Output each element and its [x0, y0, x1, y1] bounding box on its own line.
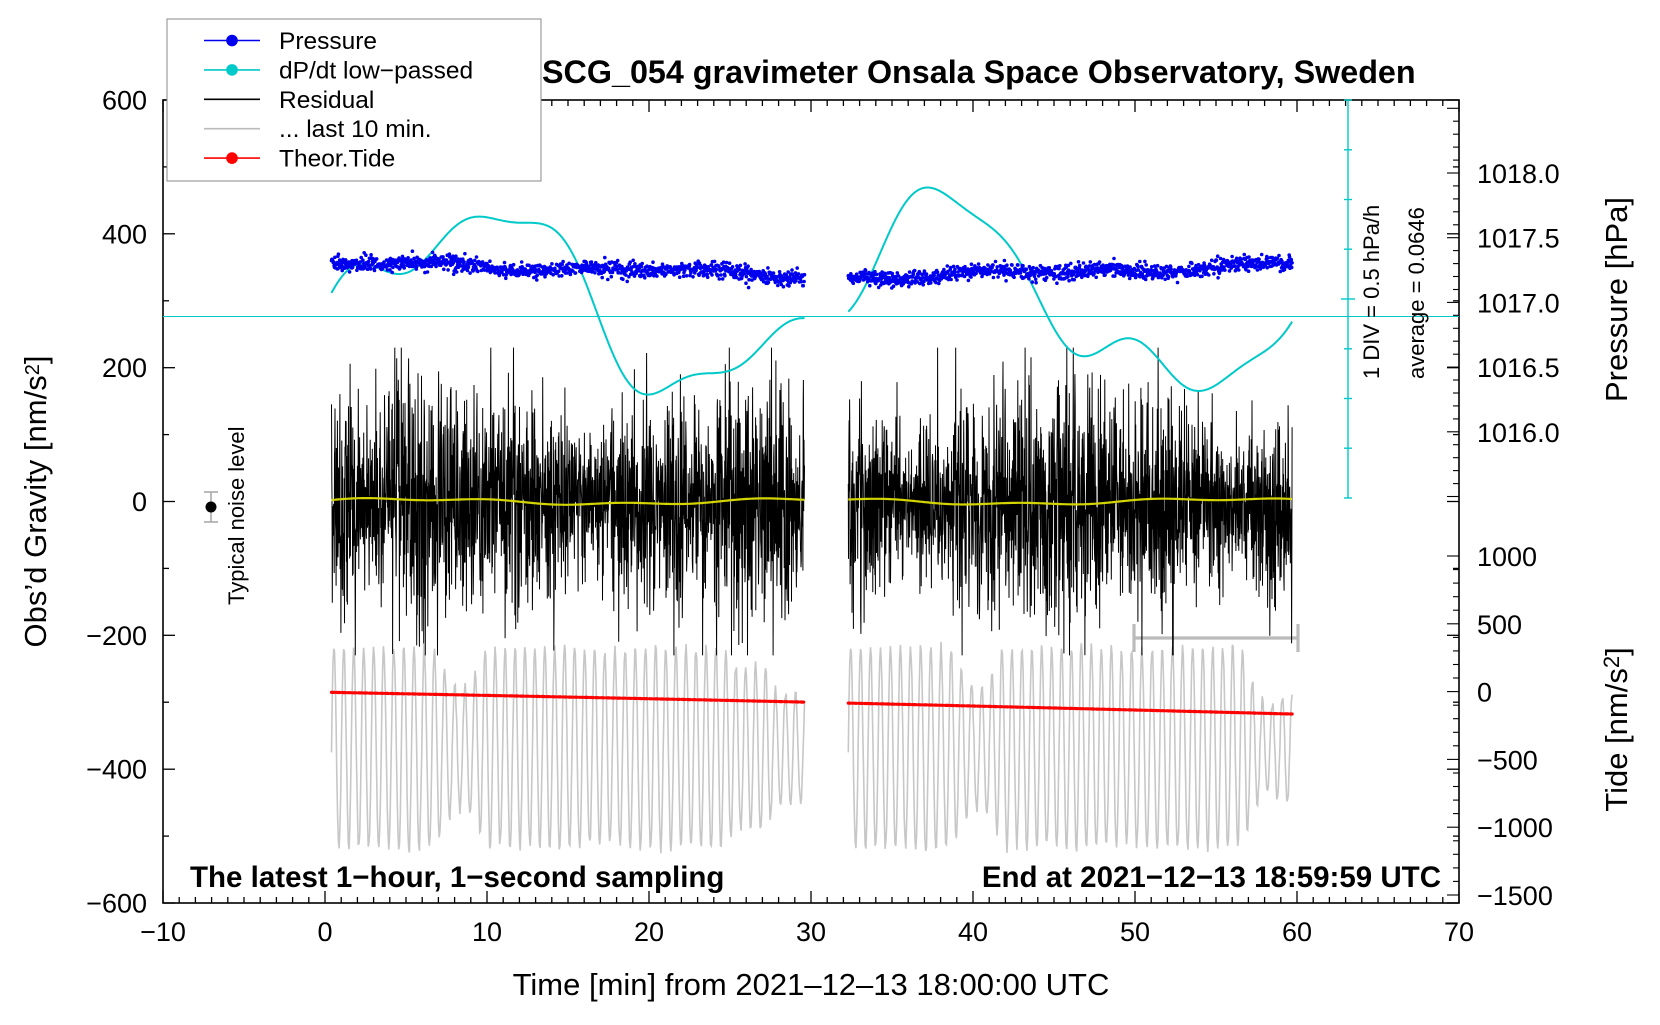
svg-text:−200: −200: [86, 621, 147, 651]
svg-text:60: 60: [1282, 917, 1312, 947]
svg-text:10: 10: [472, 917, 502, 947]
svg-text:20: 20: [634, 917, 664, 947]
svg-text:0: 0: [1477, 678, 1492, 708]
svg-text:1000: 1000: [1477, 542, 1537, 572]
svg-text:The latest 1−hour, 1−second sa: The latest 1−hour, 1−second sampling: [190, 861, 724, 894]
svg-text:Pressure [hPa]: Pressure [hPa]: [1599, 197, 1634, 402]
svg-text:Residual: Residual: [279, 87, 374, 114]
svg-text:500: 500: [1477, 610, 1522, 640]
svg-text:Tide [nm/s2]: Tide [nm/s2]: [1599, 647, 1634, 811]
svg-text:−1000: −1000: [1477, 813, 1553, 843]
svg-text:−600: −600: [86, 889, 147, 919]
svg-text:1016.5: 1016.5: [1477, 353, 1560, 383]
svg-text:0: 0: [317, 917, 332, 947]
svg-text:End at 2021−12−13 18:59:59 UTC: End at 2021−12−13 18:59:59 UTC: [982, 861, 1441, 894]
svg-text:−1500: −1500: [1477, 881, 1553, 911]
svg-text:Typical noise level: Typical noise level: [224, 426, 249, 605]
svg-text:dP/dt low−passed: dP/dt low−passed: [279, 57, 473, 84]
svg-text:40: 40: [958, 917, 988, 947]
svg-text:1018.0: 1018.0: [1477, 159, 1560, 189]
svg-text:Theor.Tide: Theor.Tide: [279, 146, 395, 173]
svg-text:1017.0: 1017.0: [1477, 288, 1560, 318]
svg-text:SCG_054 gravimeter Onsala Spac: SCG_054 gravimeter Onsala Space Observat…: [542, 54, 1416, 90]
svg-text:600: 600: [102, 86, 147, 116]
svg-text:30: 30: [796, 917, 826, 947]
svg-text:−400: −400: [86, 755, 147, 785]
svg-text:−500: −500: [1477, 745, 1538, 775]
svg-text:70: 70: [1444, 917, 1474, 947]
svg-text:0: 0: [132, 487, 147, 517]
svg-text:average = 0.0646: average = 0.0646: [1404, 207, 1429, 379]
svg-text:... last 10 min.: ... last 10 min.: [279, 116, 432, 143]
svg-text:50: 50: [1120, 917, 1150, 947]
svg-text:400: 400: [102, 219, 147, 249]
svg-text:1017.5: 1017.5: [1477, 224, 1560, 254]
svg-text:−10: −10: [140, 917, 186, 947]
svg-text:1 DIV = 0.5 hPa/h: 1 DIV = 0.5 hPa/h: [1359, 205, 1384, 379]
svg-text:Time [min] from 2021–12–13 18:: Time [min] from 2021–12–13 18:00:00 UTC: [513, 967, 1110, 1002]
svg-text:1016.0: 1016.0: [1477, 418, 1560, 448]
svg-text:Pressure: Pressure: [279, 28, 377, 55]
svg-text:Obs’d Gravity [nm/s2]: Obs’d Gravity [nm/s2]: [18, 356, 53, 648]
svg-text:200: 200: [102, 353, 147, 383]
